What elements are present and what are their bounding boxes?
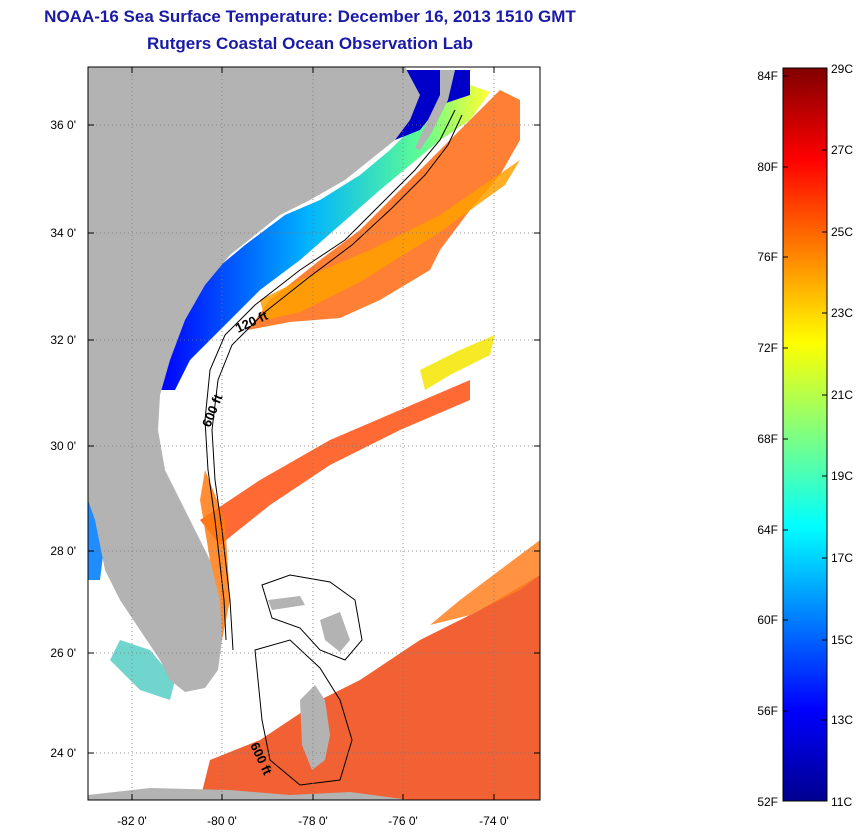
bahamas-south-contour [254, 639, 353, 786]
colorbar-f-label: 64F [757, 523, 778, 537]
colorbar-f-label: 72F [757, 341, 778, 355]
lon-label-76: -76 0' [388, 814, 418, 828]
warm-filament-offshore [260, 160, 520, 320]
bahamas-bank-contour [261, 574, 363, 661]
map-subtitle: Rutgers Coastal Ocean Observation Lab [147, 34, 473, 53]
colorbar-c-label: 25C [831, 225, 853, 239]
us-mainland-land [88, 67, 420, 692]
warm-filament-middle [200, 380, 470, 545]
bahamas-grand-bahama [268, 596, 305, 610]
colorbar-f-label: 80F [757, 160, 778, 174]
lat-label-36: 36 0' [50, 118, 76, 132]
colorbar-c-label: 17C [831, 551, 853, 565]
colorbar-c-label: 21C [831, 388, 853, 402]
axis-ticks [88, 67, 540, 800]
map-area: 120 ft 600 ft 600 ft [88, 67, 540, 800]
lat-label-34: 34 0' [50, 226, 76, 240]
colorbar-c-label: 11C [831, 795, 852, 809]
cold-coastal-water [160, 70, 490, 390]
lat-label-26: 26 0' [50, 646, 76, 660]
warm-south-water [200, 575, 540, 800]
lat-label-24: 24 0' [50, 746, 76, 760]
bahamas-andros-island [300, 685, 330, 770]
lon-label-74: -74 0' [479, 814, 509, 828]
colorbar-f-label: 52F [757, 795, 778, 809]
colorbar-c-label: 27C [831, 143, 853, 157]
lat-label-28: 28 0' [50, 544, 76, 558]
warm-south-patch [430, 540, 540, 625]
map-frame [87, 66, 541, 801]
lat-label-32: 32 0' [50, 333, 76, 347]
lat-label-30: 30 0' [50, 439, 76, 453]
colorbar [782, 67, 828, 802]
colorbar-f-label: 68F [757, 432, 778, 446]
bahamas-abaco-island [320, 612, 350, 652]
colorbar-f-label: 84F [757, 69, 778, 83]
colorbar-f-label: 60F [757, 613, 778, 627]
isobath-120ft-line [204, 109, 456, 641]
warm-filament-yellow [420, 335, 495, 390]
cuba-land [88, 788, 410, 800]
colorbar-c-label: 29C [831, 62, 853, 76]
graticule [88, 67, 540, 800]
lon-label-78: -78 0' [298, 814, 328, 828]
lon-label-80: -80 0' [207, 814, 237, 828]
isobath-600ft-line [211, 114, 463, 651]
colorbar-ticks [783, 67, 827, 721]
strait-warm-water [200, 470, 230, 640]
colorbar-f-label: 76F [757, 250, 778, 264]
colorbar-c-label: 15C [831, 633, 853, 647]
map-title: NOAA-16 Sea Surface Temperature: Decembe… [44, 7, 576, 26]
outer-banks-land [415, 70, 455, 150]
colorbar-c-label: 13C [831, 713, 853, 727]
lon-label-82: -82 0' [117, 814, 147, 828]
gulf-stream-warm-water [248, 90, 520, 330]
colorbar-c-label: 23C [831, 306, 853, 320]
colorbar-f-label: 56F [757, 704, 778, 718]
colorbar-c-label: 19C [831, 469, 853, 483]
florida-bay-water [110, 640, 175, 700]
